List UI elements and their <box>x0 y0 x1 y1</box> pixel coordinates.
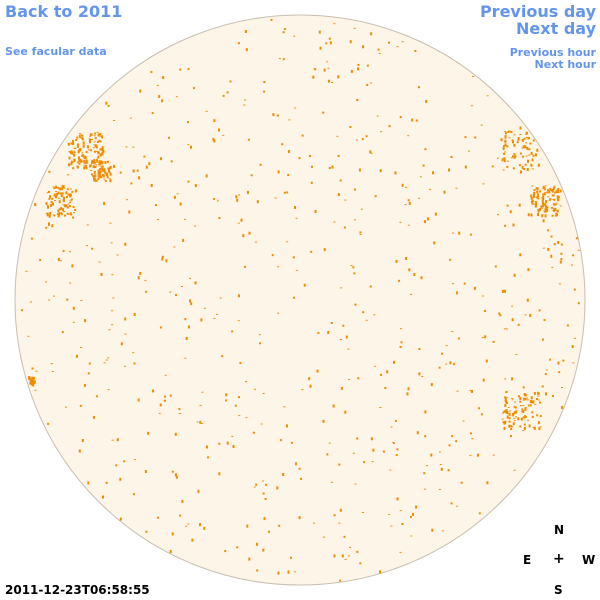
observation-timestamp: 2011-12-23T06:58:55 <box>5 583 150 597</box>
previous-hour-link[interactable]: Previous hour <box>509 46 596 59</box>
previous-day-link[interactable]: Previous day <box>479 2 596 21</box>
see-facular-data-link[interactable]: See facular data <box>5 45 107 58</box>
next-hour-link[interactable]: Next hour <box>534 58 597 71</box>
compass-north-label: N <box>554 523 565 537</box>
compass-east-label: E <box>523 553 532 567</box>
compass-south-label: S <box>554 583 563 597</box>
next-day-link[interactable]: Next day <box>516 19 596 38</box>
compass-center-marker: + <box>553 551 565 567</box>
network-features <box>21 18 580 582</box>
back-to-year-link[interactable]: Back to 2011 <box>5 2 123 21</box>
compass-west-label: W <box>582 553 596 567</box>
solar-disk <box>14 14 586 586</box>
